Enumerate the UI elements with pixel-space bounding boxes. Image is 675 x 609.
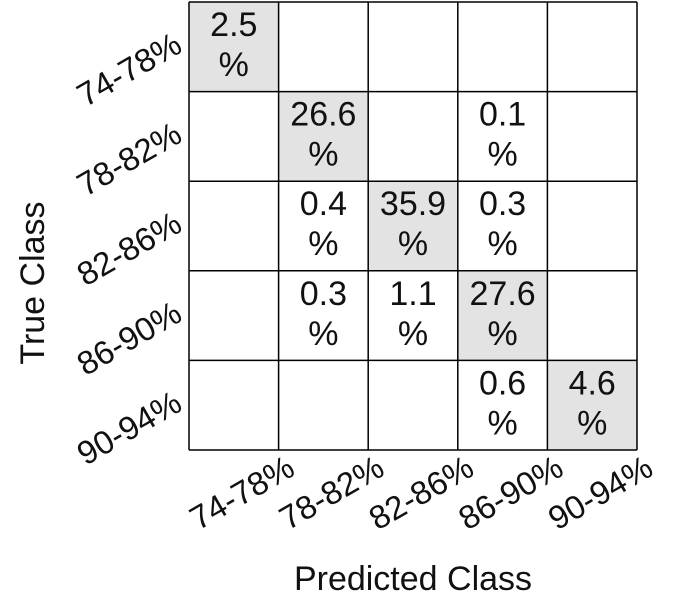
matrix-cell [457, 360, 548, 450]
matrix-cell [547, 270, 637, 361]
matrix-cell [368, 270, 458, 361]
matrix-cell [278, 270, 369, 361]
matrix-cell [547, 360, 637, 450]
cell-value-label: 0.1% [479, 96, 526, 174]
matrix-cell [189, 360, 279, 450]
matrix-cell [189, 270, 279, 361]
matrix-cell [547, 181, 637, 271]
matrix-cell [189, 181, 279, 271]
matrix-cell [189, 2, 279, 92]
cell-value-label: 26.6% [290, 96, 356, 174]
y-tick-label: 90-94% [70, 383, 187, 472]
x-axis-title: Predicted Class [294, 560, 532, 598]
matrix-cell [457, 2, 548, 92]
grid-lines [188, 1, 638, 451]
matrix-cell [547, 91, 637, 182]
cell-value-label: 35.9% [380, 185, 446, 263]
cell-value-label: 0.6% [479, 364, 526, 442]
matrix-cell [457, 270, 548, 361]
y-axis-title: True Class [14, 201, 52, 364]
matrix-cell [457, 181, 548, 271]
cell-value-label: 0.4% [300, 185, 347, 263]
matrix-cell [457, 91, 548, 182]
matrix-cell [278, 181, 369, 271]
y-tick-labels: 74-78%78-82%82-86%86-90%90-94% [70, 25, 187, 472]
matrix-cell [547, 2, 637, 92]
cell-value-label: 0.3% [300, 275, 347, 353]
y-tick-label: 78-82% [70, 114, 187, 203]
y-tick-label: 74-78% [70, 25, 187, 114]
matrix-cell [189, 91, 279, 182]
cells-layer: 2.5 % 26.6 % 0.1 % 0.4 % 35.9 % 0.3 % 0.3 % 1.1 % 27.6 % 0… [189, 2, 637, 450]
matrix-cell [368, 91, 458, 182]
matrix-cell [278, 360, 369, 450]
cell-value-label: 27.6% [470, 275, 536, 353]
matrix-cell [368, 360, 458, 450]
matrix-cell [368, 181, 458, 271]
matrix-cell [278, 2, 369, 92]
matrix-cell [278, 91, 369, 182]
x-tick-label: 90-94% [542, 448, 659, 537]
y-tick-label: 86-90% [70, 294, 187, 383]
cell-value-label: 0.3% [479, 185, 526, 263]
cell-value-label: 1.1% [389, 275, 436, 353]
matrix-cell [368, 2, 458, 92]
cell-value-label: 4.6% [569, 364, 616, 442]
x-tick-labels: 74-78%78-82%82-86%86-90%90-94% [183, 448, 658, 537]
y-tick-label: 82-86% [70, 204, 187, 293]
cell-value-label: 2.5% [210, 6, 257, 84]
